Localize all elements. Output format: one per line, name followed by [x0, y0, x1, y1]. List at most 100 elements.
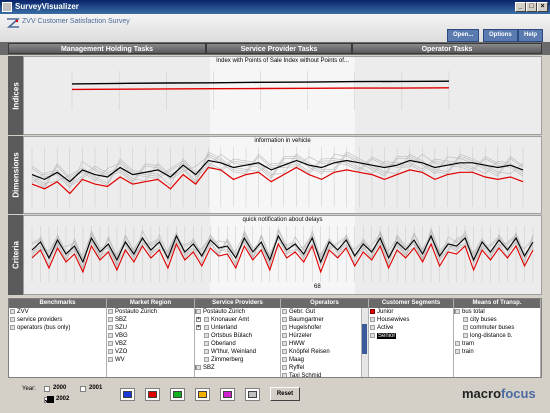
filter-checkbox[interactable] [204, 325, 209, 330]
filter-checkbox[interactable] [204, 357, 209, 362]
filter-checkbox[interactable] [10, 309, 15, 314]
color-swatch-gray[interactable] [245, 388, 260, 401]
filter-checkbox[interactable] [282, 373, 287, 377]
filter-item[interactable]: +SBZ [195, 364, 280, 372]
options-button[interactable]: Options [483, 29, 518, 42]
color-swatch-red[interactable] [145, 388, 160, 401]
filter-item[interactable]: train [454, 348, 540, 356]
filter-checkbox[interactable] [204, 341, 209, 346]
tab-management-holding[interactable]: Management Holding Tasks [8, 43, 206, 54]
filter-item[interactable]: Oberland [195, 340, 280, 348]
filter-item[interactable]: Active [369, 324, 453, 332]
filter-item[interactable]: Taxi Schmid [281, 372, 368, 377]
filter-item[interactable]: commuter buses [454, 324, 540, 332]
filter-checkbox[interactable] [370, 333, 375, 338]
filter-checkbox[interactable] [455, 341, 460, 346]
filter-item[interactable]: service providers [9, 316, 106, 324]
filter-checkbox[interactable] [10, 325, 15, 330]
filter-checkbox[interactable] [370, 325, 375, 330]
color-swatch-orange[interactable] [195, 388, 210, 401]
color-swatch-green[interactable] [170, 388, 185, 401]
filter-checkbox[interactable] [282, 309, 287, 314]
dimensions-chart-panel[interactable]: information in vehicle [23, 136, 542, 214]
filter-item[interactable]: VZO [107, 348, 194, 356]
filter-checkbox[interactable] [108, 357, 113, 362]
filter-item[interactable]: Gebr. Gut [281, 308, 368, 316]
color-swatch-blue[interactable] [120, 388, 135, 401]
filter-checkbox[interactable] [204, 317, 209, 322]
filter-item[interactable]: -bus total [454, 308, 540, 316]
filter-item[interactable]: Maag [281, 356, 368, 364]
criteria-chart-panel[interactable]: quick notification about delays 68 [23, 215, 542, 295]
maximize-button[interactable]: □ [526, 2, 537, 12]
close-button[interactable]: × [537, 2, 548, 12]
filter-checkbox[interactable] [196, 309, 201, 314]
filter-item[interactable]: WV [107, 356, 194, 364]
filter-checkbox[interactable] [455, 349, 460, 354]
open-button[interactable]: Open... [447, 29, 480, 42]
year-2001-checkbox[interactable] [80, 386, 86, 392]
filter-checkbox[interactable] [282, 349, 287, 354]
filter-checkbox[interactable] [204, 333, 209, 338]
help-button[interactable]: Help [518, 29, 544, 42]
scrollbar-thumb[interactable] [362, 324, 367, 354]
filter-checkbox[interactable] [282, 325, 287, 330]
filter-item[interactable]: Hürzeler [281, 332, 368, 340]
filter-checkbox[interactable] [463, 333, 468, 338]
filter-checkbox[interactable] [108, 333, 113, 338]
tab-service-provider[interactable]: Service Provider Tasks [206, 43, 352, 54]
filter-item[interactable]: Ortsbus Bülach [195, 332, 280, 340]
filter-item[interactable]: city buses [454, 316, 540, 324]
filter-item[interactable]: Senior [369, 332, 453, 340]
filter-item[interactable]: VBG [107, 332, 194, 340]
filter-checkbox[interactable] [108, 349, 113, 354]
filter-item[interactable]: long-distance b. [454, 332, 540, 340]
filter-item[interactable]: ZVV [9, 308, 106, 316]
filter-checkbox[interactable] [196, 365, 201, 370]
filter-checkbox[interactable] [455, 309, 460, 314]
minimize-button[interactable]: _ [515, 2, 526, 12]
filter-checkbox[interactable] [108, 325, 113, 330]
filter-checkbox[interactable] [463, 317, 468, 322]
filter-checkbox[interactable] [282, 317, 287, 322]
filter-checkbox[interactable] [282, 333, 287, 338]
filter-checkbox[interactable] [282, 365, 287, 370]
filter-item[interactable]: Zimmerberg [195, 356, 280, 364]
filter-checkbox[interactable] [108, 341, 113, 346]
filter-checkbox[interactable] [370, 317, 375, 322]
filter-item[interactable]: SZU [107, 324, 194, 332]
year-2000-checkbox[interactable] [44, 386, 50, 392]
filter-item[interactable]: Housewives [369, 316, 453, 324]
filter-item[interactable]: HWW [281, 340, 368, 348]
filter-item[interactable]: W'thur, Weinland [195, 348, 280, 356]
filter-item[interactable]: operators (bus only) [9, 324, 106, 332]
tab-operator[interactable]: Operator Tasks [352, 43, 542, 54]
indices-chart-panel[interactable]: Index with Points of Sale Index without … [23, 56, 542, 135]
expand-icon[interactable]: + [196, 316, 201, 322]
filter-item[interactable]: Postauto Zürich [107, 308, 194, 316]
filter-checkbox[interactable] [282, 341, 287, 346]
expand-icon[interactable]: + [196, 324, 201, 330]
operators-scrollbar[interactable] [361, 308, 368, 377]
filter-checkbox[interactable] [108, 317, 113, 322]
reset-button[interactable]: Reset [270, 387, 300, 401]
filter-checkbox[interactable] [204, 349, 209, 354]
filter-item[interactable]: + Unterland [195, 324, 280, 332]
filter-item[interactable]: Knöpfel Reisen [281, 348, 368, 356]
filter-item[interactable]: -Postauto Zürich [195, 308, 280, 316]
filter-item[interactable]: + Knonauer Amt [195, 316, 280, 324]
filter-item[interactable]: Ryffel [281, 364, 368, 372]
filter-item[interactable]: Baumgartner [281, 316, 368, 324]
filter-item[interactable]: tram [454, 340, 540, 348]
filter-item[interactable]: VBZ [107, 340, 194, 348]
survey-title: ZVV Customer Satisfaction Survey [22, 18, 130, 25]
filter-checkbox[interactable] [108, 309, 113, 314]
filter-checkbox[interactable] [10, 317, 15, 322]
filter-checkbox[interactable] [370, 309, 375, 314]
filter-item[interactable]: Hugelshofer [281, 324, 368, 332]
color-swatch-magenta[interactable] [220, 388, 235, 401]
filter-item[interactable]: Junior [369, 308, 453, 316]
filter-checkbox[interactable] [282, 357, 287, 362]
filter-checkbox[interactable] [463, 325, 468, 330]
filter-item[interactable]: SBZ [107, 316, 194, 324]
